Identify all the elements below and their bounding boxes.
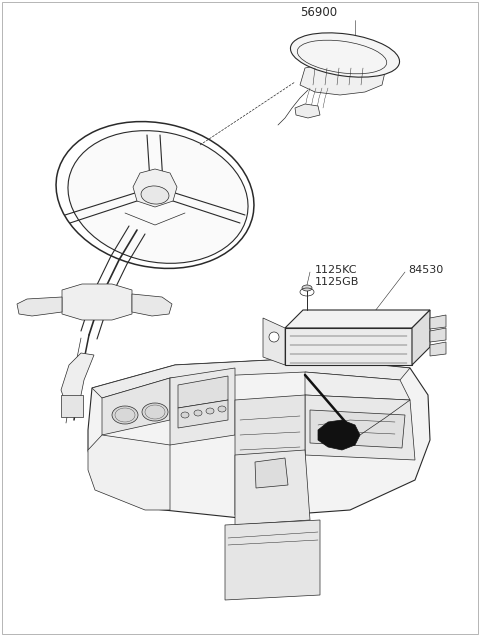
Polygon shape [61, 395, 83, 417]
Polygon shape [285, 310, 430, 328]
Ellipse shape [302, 285, 312, 291]
Ellipse shape [141, 186, 169, 204]
Polygon shape [92, 358, 410, 398]
Text: 56900: 56900 [300, 6, 337, 18]
Polygon shape [102, 378, 170, 435]
Ellipse shape [112, 406, 138, 424]
Ellipse shape [218, 406, 226, 412]
Polygon shape [88, 435, 170, 510]
Polygon shape [318, 420, 360, 450]
Polygon shape [235, 450, 310, 525]
Ellipse shape [290, 33, 399, 77]
Polygon shape [225, 520, 320, 600]
Text: 84530: 84530 [408, 265, 443, 275]
Polygon shape [285, 328, 412, 365]
Polygon shape [178, 376, 228, 408]
Polygon shape [310, 410, 405, 448]
Polygon shape [295, 104, 320, 118]
Polygon shape [133, 169, 177, 207]
Text: 1125KC: 1125KC [315, 265, 358, 275]
Polygon shape [61, 353, 94, 407]
Polygon shape [62, 284, 132, 320]
Polygon shape [263, 318, 285, 365]
Polygon shape [305, 372, 410, 400]
Ellipse shape [142, 403, 168, 421]
Text: 1125GB: 1125GB [315, 277, 360, 287]
Polygon shape [300, 62, 385, 95]
Polygon shape [430, 342, 446, 356]
Polygon shape [430, 328, 446, 342]
Ellipse shape [269, 332, 279, 342]
Polygon shape [170, 368, 235, 445]
Polygon shape [178, 400, 228, 428]
Polygon shape [132, 294, 172, 316]
Polygon shape [430, 315, 446, 329]
Ellipse shape [181, 412, 189, 418]
Polygon shape [17, 297, 62, 316]
Polygon shape [88, 358, 430, 518]
Ellipse shape [68, 130, 248, 263]
Ellipse shape [206, 408, 214, 414]
Polygon shape [255, 458, 288, 488]
Polygon shape [305, 395, 415, 460]
Ellipse shape [194, 410, 202, 416]
Polygon shape [235, 395, 305, 515]
Polygon shape [412, 310, 430, 365]
